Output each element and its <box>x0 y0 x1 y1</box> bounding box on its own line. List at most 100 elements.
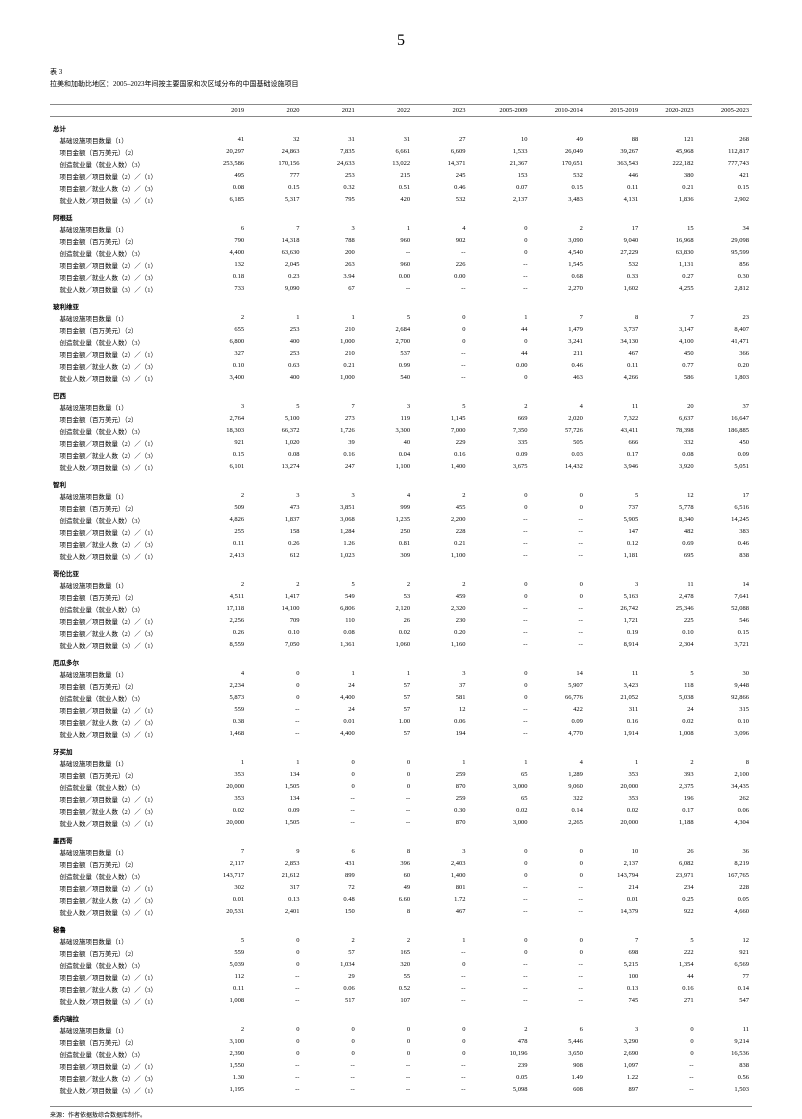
cell: 5 <box>641 668 696 680</box>
cell: 9,040 <box>586 235 641 247</box>
cell: 8,340 <box>641 514 696 526</box>
cell: 2,812 <box>697 283 752 295</box>
cell: 467 <box>413 906 468 918</box>
cell: 32 <box>247 134 302 146</box>
cell: 1,837 <box>247 514 302 526</box>
table-row: 项目金额／就业人数（2）／（3）0.100.630.210.99--0.000.… <box>50 360 752 372</box>
cell: 1.72 <box>413 894 468 906</box>
cell: 0.05 <box>475 1072 530 1084</box>
cell: -- <box>302 1072 357 1084</box>
cell: 196 <box>641 793 696 805</box>
cell: 13,274 <box>247 461 302 473</box>
cell: 9,448 <box>697 680 752 692</box>
cell: 0.46 <box>413 182 468 194</box>
cell: 8,407 <box>697 324 752 336</box>
cell: 23,971 <box>641 870 696 882</box>
col-header: 2023 <box>413 104 468 116</box>
cell: 0.08 <box>192 182 247 194</box>
cell: 1,550 <box>192 1060 247 1072</box>
cell: 960 <box>358 259 413 271</box>
cell: 92,866 <box>697 692 752 704</box>
cell: 0 <box>358 1024 413 1036</box>
cell: 422 <box>531 704 586 716</box>
table-row: 项目金额／就业人数（2）／（3）0.010.130.486.601.72----… <box>50 894 752 906</box>
cell: -- <box>475 882 530 894</box>
cell: 7 <box>302 401 357 413</box>
cell: -- <box>413 1072 468 1084</box>
cell: 400 <box>247 372 302 384</box>
cell: 17,118 <box>192 603 247 615</box>
cell: 4,400 <box>302 728 357 740</box>
col-label-header <box>50 104 192 116</box>
cell: 3,068 <box>302 514 357 526</box>
cell: -- <box>247 971 302 983</box>
cell: -- <box>475 995 530 1007</box>
cell: -- <box>475 550 530 562</box>
cell: 482 <box>641 526 696 538</box>
cell: 546 <box>697 615 752 627</box>
cell: 49 <box>531 134 586 146</box>
row-label: 项目金额（百万美元）（2） <box>50 324 192 336</box>
cell: 20,000 <box>192 781 247 793</box>
cell: 222,182 <box>641 158 696 170</box>
cell: 473 <box>247 502 302 514</box>
cell: 24 <box>302 704 357 716</box>
cell: 3,100 <box>192 1036 247 1048</box>
cell: 0.26 <box>192 627 247 639</box>
cell: 0.05 <box>697 894 752 906</box>
table-row: 创造就业量（就业人数）（3）18,30366,3721,7263,3007,00… <box>50 425 752 437</box>
cell: 0.10 <box>697 716 752 728</box>
table-row: 项目金额（百万美元）（2）20,29724,8637,8356,6616,609… <box>50 146 752 158</box>
table-row: 项目金额（百万美元）（2）79014,31878896090203,0909,0… <box>50 235 752 247</box>
cell: 838 <box>697 1060 752 1072</box>
table-row: 基础设施项目数量（1）21150178723 <box>50 312 752 324</box>
cell: 1,100 <box>358 461 413 473</box>
table-row: 项目金额／项目数量（2）／（1）1,550--------2399081,097… <box>50 1060 752 1072</box>
cell: -- <box>358 793 413 805</box>
cell: 0.16 <box>302 449 357 461</box>
cell: 3,147 <box>641 324 696 336</box>
row-label: 项目金额／就业人数（2）／（3） <box>50 360 192 372</box>
cell: 4,100 <box>641 336 696 348</box>
row-label: 项目金额／就业人数（2）／（3） <box>50 627 192 639</box>
table-row: 项目金额／项目数量（2）／（1）2551581,284250228----147… <box>50 526 752 538</box>
cell: 77 <box>697 971 752 983</box>
cell: 0 <box>475 680 530 692</box>
cell: 253 <box>247 348 302 360</box>
cell: 7,641 <box>697 591 752 603</box>
col-header: 2022 <box>358 104 413 116</box>
cell: 0.14 <box>531 805 586 817</box>
cell: 0.15 <box>247 182 302 194</box>
cell: -- <box>247 1060 302 1072</box>
cell: 21,367 <box>475 158 530 170</box>
cell: 5,039 <box>192 959 247 971</box>
cell: 5,163 <box>586 591 641 603</box>
cell: 110 <box>302 615 357 627</box>
cell: 214 <box>586 882 641 894</box>
cell: -- <box>641 1084 696 1096</box>
cell: 0 <box>475 858 530 870</box>
cell: 36 <box>697 846 752 858</box>
cell: 253,586 <box>192 158 247 170</box>
row-label: 项目金额／项目数量（2）／（1） <box>50 882 192 894</box>
cell: 532 <box>586 259 641 271</box>
table-row: 项目金额／项目数量（2）／（1）9211,0203940229335505666… <box>50 437 752 449</box>
cell: 612 <box>247 550 302 562</box>
cell: 2,401 <box>247 906 302 918</box>
cell: 532 <box>413 194 468 206</box>
cell: 225 <box>641 615 696 627</box>
cell: 1,602 <box>586 283 641 295</box>
cell: 9,090 <box>247 283 302 295</box>
cell: -- <box>475 716 530 728</box>
cell: 0 <box>531 579 586 591</box>
cell: 999 <box>358 502 413 514</box>
cell: 153 <box>475 170 530 182</box>
row-label: 项目金额／项目数量（2）／（1） <box>50 971 192 983</box>
cell: 3,000 <box>475 817 530 829</box>
cell: 0 <box>475 935 530 947</box>
cell: 0.68 <box>531 271 586 283</box>
cell: 0 <box>475 223 530 235</box>
row-label: 项目金额（百万美元）（2） <box>50 591 192 603</box>
cell: 2,200 <box>413 514 468 526</box>
cell: 0.16 <box>641 983 696 995</box>
